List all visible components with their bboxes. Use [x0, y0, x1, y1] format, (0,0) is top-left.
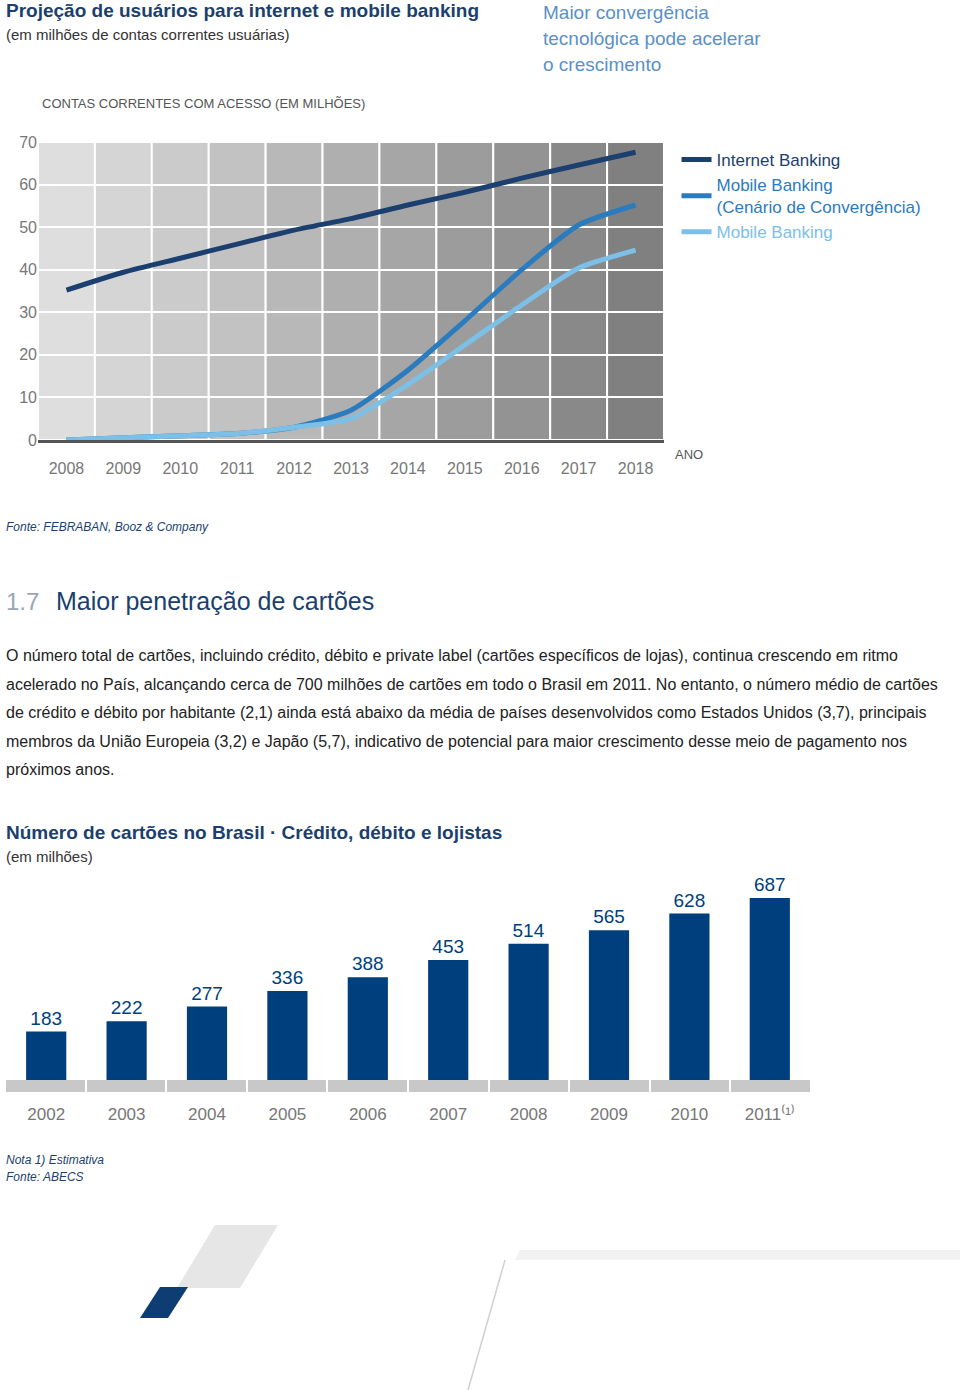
- svg-text:2010: 2010: [162, 460, 198, 477]
- svg-text:2003: 2003: [108, 1105, 146, 1124]
- html-text:Maior penetração de cartões: Maior penetração de cartões: [56, 587, 375, 615]
- svg-text:2009: 2009: [106, 460, 142, 477]
- html-text:(em milhões de contas corrente: (em milhões de contas correntes usuárias…: [6, 26, 290, 43]
- svg-text:20: 20: [19, 346, 37, 363]
- svg-text:687: 687: [754, 874, 786, 895]
- svg-text:2017: 2017: [561, 460, 597, 477]
- svg-text:2006: 2006: [349, 1105, 387, 1124]
- svg-text:628: 628: [674, 890, 706, 911]
- svg-text:2008: 2008: [49, 460, 85, 477]
- svg-text:2013: 2013: [333, 460, 369, 477]
- svg-text:336: 336: [272, 967, 304, 988]
- svg-text:50: 50: [19, 219, 37, 236]
- html-text:Número de cartões no Brasil ·: Número de cartões no Brasil · Crédito, d…: [6, 822, 503, 843]
- html-text:1.7: 1.7: [6, 588, 40, 615]
- svg-text:514: 514: [513, 920, 545, 941]
- svg-text:2005: 2005: [268, 1105, 306, 1124]
- svg-text:2011: 2011: [220, 460, 255, 477]
- svg-text:ANO: ANO: [675, 447, 703, 462]
- svg-text:2009: 2009: [590, 1105, 628, 1124]
- svg-text:277: 277: [191, 983, 223, 1004]
- svg-text:2004: 2004: [188, 1105, 226, 1124]
- svg-text:Internet Banking: Internet Banking: [717, 151, 841, 170]
- svg-text:2010: 2010: [670, 1105, 708, 1124]
- svg-text:10: 10: [19, 389, 37, 406]
- html-text:Fonte: ABECS: Fonte: ABECS: [6, 1170, 84, 1184]
- svg-text:40: 40: [19, 261, 37, 278]
- svg-text:0: 0: [28, 432, 37, 449]
- svg-text:60: 60: [19, 176, 37, 193]
- svg-text:2008: 2008: [510, 1105, 548, 1124]
- svg-text:Mobile Banking(Cenário de Conv: Mobile Banking(Cenário de Convergência): [717, 176, 921, 217]
- html-text:(em milhões): (em milhões): [6, 848, 93, 865]
- svg-text:183: 183: [30, 1008, 62, 1029]
- html-text:Fonte: FEBRABAN, Booz & Compan: Fonte: FEBRABAN, Booz & Company: [6, 520, 209, 534]
- html-text:Projeção de usuários para inte: Projeção de usuários para internet e mob…: [6, 0, 479, 21]
- svg-text:222: 222: [111, 997, 143, 1018]
- svg-text:2007: 2007: [429, 1105, 467, 1124]
- svg-text:388: 388: [352, 953, 384, 974]
- html-text:Nota 1) Estimativa: Nota 1) Estimativa: [6, 1153, 104, 1167]
- svg-text:2011⁽¹⁾: 2011⁽¹⁾: [745, 1104, 795, 1124]
- html-text:Maior convergência tecnológica: Maior convergência tecnológica pode acel…: [543, 2, 761, 75]
- svg-text:565: 565: [593, 906, 625, 927]
- svg-text:2002: 2002: [27, 1105, 65, 1124]
- svg-text:Mobile Banking: Mobile Banking: [717, 223, 833, 242]
- svg-text:30: 30: [19, 304, 37, 321]
- svg-text:2012: 2012: [276, 460, 312, 477]
- svg-text:2016: 2016: [504, 460, 540, 477]
- svg-text:2014: 2014: [390, 460, 426, 477]
- svg-text:453: 453: [432, 936, 464, 957]
- svg-text:2015: 2015: [447, 460, 483, 477]
- html-text:O número total de cartões, inc: O número total de cartões, incluindo cré…: [6, 647, 938, 778]
- svg-text:2018: 2018: [618, 460, 654, 477]
- svg-text:CONTAS CORRENTES COM ACESSO (E: CONTAS CORRENTES COM ACESSO (EM MILHÕES): [42, 96, 365, 111]
- svg-text:70: 70: [19, 134, 37, 151]
